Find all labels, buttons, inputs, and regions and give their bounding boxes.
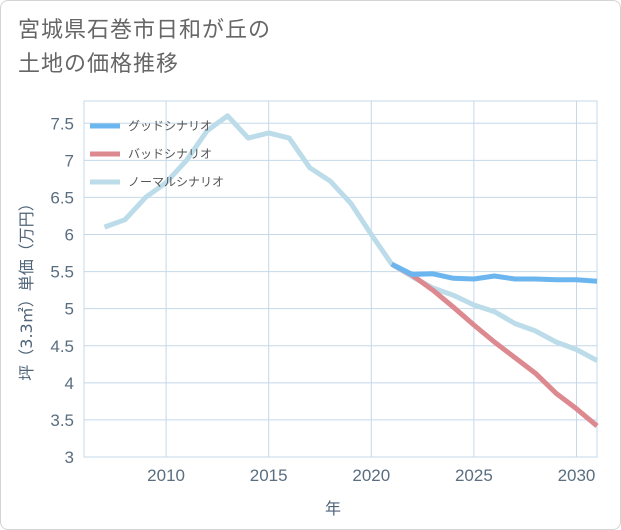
x-tick-label: 2025 [455, 466, 493, 485]
x-tick-label: 2015 [250, 466, 288, 485]
series-line-normal [103, 113, 599, 363]
y-tick-label: 6 [65, 226, 74, 245]
x-tick-label: 2010 [147, 466, 185, 485]
x-tick-label: 2020 [352, 466, 390, 485]
series-lines [103, 113, 599, 428]
chart-title-line1: 宮城県石巻市日和が丘の [18, 18, 272, 43]
legend-label-normal: ノーマルシナリオ [128, 175, 224, 189]
y-tick-label: 3 [65, 448, 74, 467]
legend-label-good: グッドシナリオ [128, 119, 212, 133]
series-line-bad [390, 262, 599, 428]
legend-label-bad: バッドシナリオ [128, 147, 212, 161]
y-tick-label: 4.5 [50, 337, 74, 356]
y-tick-label: 5 [65, 300, 74, 319]
y-tick-label: 7 [65, 151, 74, 170]
x-tick-label: 2030 [558, 466, 596, 485]
series-line-good [390, 261, 598, 284]
chart-title-line2: 土地の価格推移 [18, 52, 180, 77]
axis-ticks: 3 3.5 4 4.5 5 5.5 6 6.5 7 7.5 2010 2015 2020 2025 2030 [50, 114, 595, 485]
y-tick-label: 3.5 [50, 411, 74, 430]
y-tick-label: 4 [65, 374, 74, 393]
y-tick-label: 6.5 [50, 188, 74, 207]
y-tick-label: 5.5 [50, 263, 74, 282]
x-axis-label: 年 [325, 499, 341, 518]
grid [83, 100, 598, 458]
y-axis-label: 坪（3.3㎡）単価（万円） [17, 195, 36, 380]
y-tick-label: 7.5 [50, 114, 74, 133]
chart-title: 宮城県石巻市日和が丘の 土地の価格推移 [18, 14, 271, 82]
